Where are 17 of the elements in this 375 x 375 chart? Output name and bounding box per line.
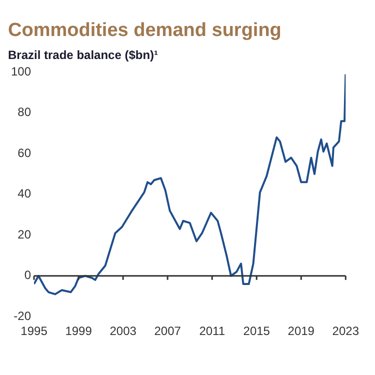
x-tick-label: 2007 [154,324,182,338]
x-tick-label: 2023 [332,324,360,338]
chart-title: Commodities demand surging [8,20,282,42]
y-tick-label: 20 [18,227,32,242]
x-tick-label: 1995 [20,324,48,338]
y-tick-label: -20 [14,308,32,323]
x-tick-label: 2011 [199,324,226,338]
x-tick-label: 1999 [65,324,92,338]
x-tick-label: 2019 [288,324,315,338]
y-tick-label: 40 [18,186,32,201]
y-tick-label: 100 [10,64,32,79]
y-tick-label: 80 [18,105,32,120]
y-tick-label: 60 [18,146,32,160]
x-tick-label: 2015 [243,324,270,338]
y-tick-label: 0 [24,268,32,282]
chart-subtitle: Brazil trade balance ($bn)¹ [8,48,160,62]
x-tick-label: 2003 [110,324,137,338]
